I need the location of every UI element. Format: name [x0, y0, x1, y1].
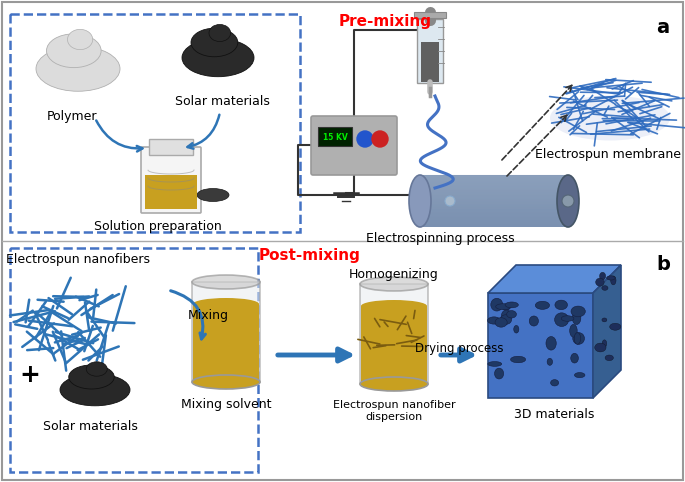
Text: 3D materials: 3D materials: [514, 408, 594, 421]
Text: Polymer: Polymer: [47, 110, 97, 123]
Text: 15 KV: 15 KV: [323, 134, 347, 143]
FancyBboxPatch shape: [193, 304, 259, 382]
Ellipse shape: [193, 298, 259, 310]
Text: Solar materials: Solar materials: [42, 420, 138, 433]
Ellipse shape: [571, 306, 585, 317]
Circle shape: [562, 195, 574, 207]
FancyBboxPatch shape: [192, 282, 260, 382]
FancyBboxPatch shape: [318, 127, 352, 146]
Ellipse shape: [197, 188, 229, 201]
Text: Post-mixing: Post-mixing: [259, 248, 361, 263]
Ellipse shape: [360, 277, 428, 291]
Ellipse shape: [500, 315, 512, 324]
Ellipse shape: [602, 286, 608, 290]
Ellipse shape: [47, 34, 101, 67]
Ellipse shape: [502, 305, 510, 310]
Ellipse shape: [599, 272, 606, 280]
Ellipse shape: [561, 316, 574, 321]
Ellipse shape: [505, 302, 519, 308]
Text: b: b: [656, 255, 670, 274]
Circle shape: [445, 196, 455, 206]
Text: Pre-mixing: Pre-mixing: [338, 14, 432, 29]
Polygon shape: [593, 265, 621, 398]
Ellipse shape: [606, 276, 615, 280]
Ellipse shape: [574, 333, 581, 344]
FancyBboxPatch shape: [421, 42, 439, 82]
Ellipse shape: [491, 298, 503, 311]
FancyBboxPatch shape: [420, 175, 568, 227]
Ellipse shape: [507, 310, 516, 318]
Text: +: +: [20, 363, 40, 387]
Circle shape: [357, 131, 373, 147]
Ellipse shape: [551, 380, 559, 386]
Ellipse shape: [547, 358, 553, 365]
Text: Drying process: Drying process: [414, 342, 503, 355]
Text: Electrospinning process: Electrospinning process: [366, 232, 514, 245]
Ellipse shape: [572, 311, 581, 324]
Ellipse shape: [182, 39, 254, 77]
FancyBboxPatch shape: [417, 19, 443, 83]
Polygon shape: [488, 265, 621, 293]
Ellipse shape: [360, 377, 428, 391]
Ellipse shape: [530, 316, 538, 326]
Text: a: a: [656, 18, 669, 37]
Ellipse shape: [488, 362, 501, 366]
Ellipse shape: [555, 313, 569, 326]
Polygon shape: [488, 293, 593, 398]
Ellipse shape: [575, 373, 585, 377]
Ellipse shape: [68, 29, 92, 50]
Ellipse shape: [595, 343, 606, 352]
Ellipse shape: [36, 46, 120, 91]
Ellipse shape: [610, 276, 616, 285]
Text: Electrospun membrane: Electrospun membrane: [535, 148, 681, 161]
Ellipse shape: [191, 28, 238, 57]
Ellipse shape: [602, 318, 607, 322]
Ellipse shape: [510, 356, 525, 363]
Ellipse shape: [535, 301, 549, 309]
Text: Solution preparation: Solution preparation: [94, 220, 222, 233]
FancyBboxPatch shape: [414, 12, 446, 18]
Ellipse shape: [573, 333, 584, 344]
Ellipse shape: [68, 365, 114, 389]
Ellipse shape: [86, 362, 108, 376]
Ellipse shape: [555, 300, 567, 309]
Ellipse shape: [495, 318, 507, 327]
Ellipse shape: [514, 325, 519, 333]
Ellipse shape: [496, 304, 511, 309]
Text: Homogenizing: Homogenizing: [349, 268, 439, 281]
Ellipse shape: [495, 368, 503, 379]
Ellipse shape: [501, 310, 512, 321]
Ellipse shape: [570, 324, 577, 337]
FancyBboxPatch shape: [149, 139, 193, 155]
Text: Electrospun nanofibers: Electrospun nanofibers: [6, 253, 150, 266]
FancyBboxPatch shape: [311, 116, 397, 175]
Ellipse shape: [409, 175, 431, 227]
Ellipse shape: [602, 340, 607, 347]
Ellipse shape: [60, 374, 130, 406]
FancyBboxPatch shape: [361, 306, 427, 384]
Text: Mixing solvent: Mixing solvent: [181, 398, 271, 411]
Ellipse shape: [610, 323, 621, 330]
FancyBboxPatch shape: [360, 284, 428, 384]
Ellipse shape: [488, 317, 501, 324]
Ellipse shape: [209, 25, 231, 41]
FancyBboxPatch shape: [145, 175, 197, 209]
Ellipse shape: [605, 355, 613, 361]
Ellipse shape: [192, 275, 260, 289]
Ellipse shape: [361, 300, 427, 312]
Ellipse shape: [596, 278, 604, 286]
Ellipse shape: [550, 95, 670, 140]
Ellipse shape: [192, 375, 260, 389]
Circle shape: [372, 131, 388, 147]
Ellipse shape: [546, 336, 556, 350]
Text: Electrospun nanofiber
dispersion: Electrospun nanofiber dispersion: [333, 400, 456, 422]
Text: Mixing: Mixing: [188, 308, 229, 321]
Text: Solar materials: Solar materials: [175, 95, 269, 108]
Ellipse shape: [571, 353, 578, 363]
FancyBboxPatch shape: [141, 147, 201, 213]
Ellipse shape: [557, 175, 579, 227]
